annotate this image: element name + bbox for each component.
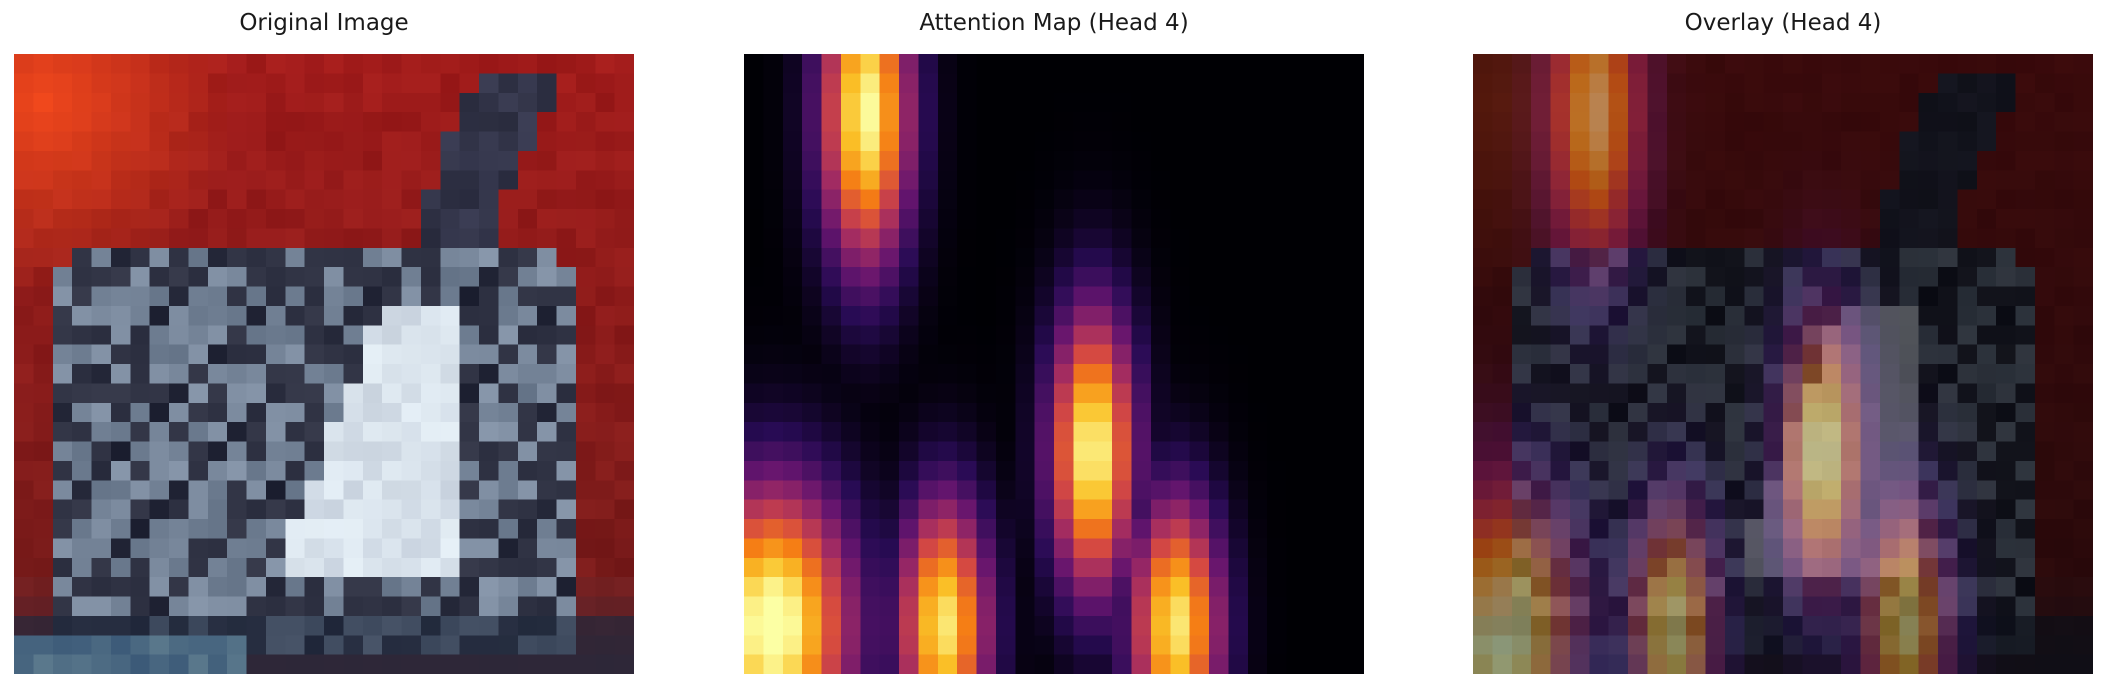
panel-overlay: Overlay (Head 4)	[1473, 0, 2093, 688]
overlay-image	[1473, 54, 2093, 674]
panel-attention: Attention Map (Head 4)	[744, 0, 1364, 688]
original-image	[14, 54, 634, 674]
panel-title-overlay: Overlay (Head 4)	[1684, 10, 1882, 36]
panel-title-attention: Attention Map (Head 4)	[919, 10, 1189, 36]
panel-original: Original Image	[14, 0, 634, 688]
attention-map-image	[744, 54, 1364, 674]
panel-title-original: Original Image	[239, 10, 409, 36]
